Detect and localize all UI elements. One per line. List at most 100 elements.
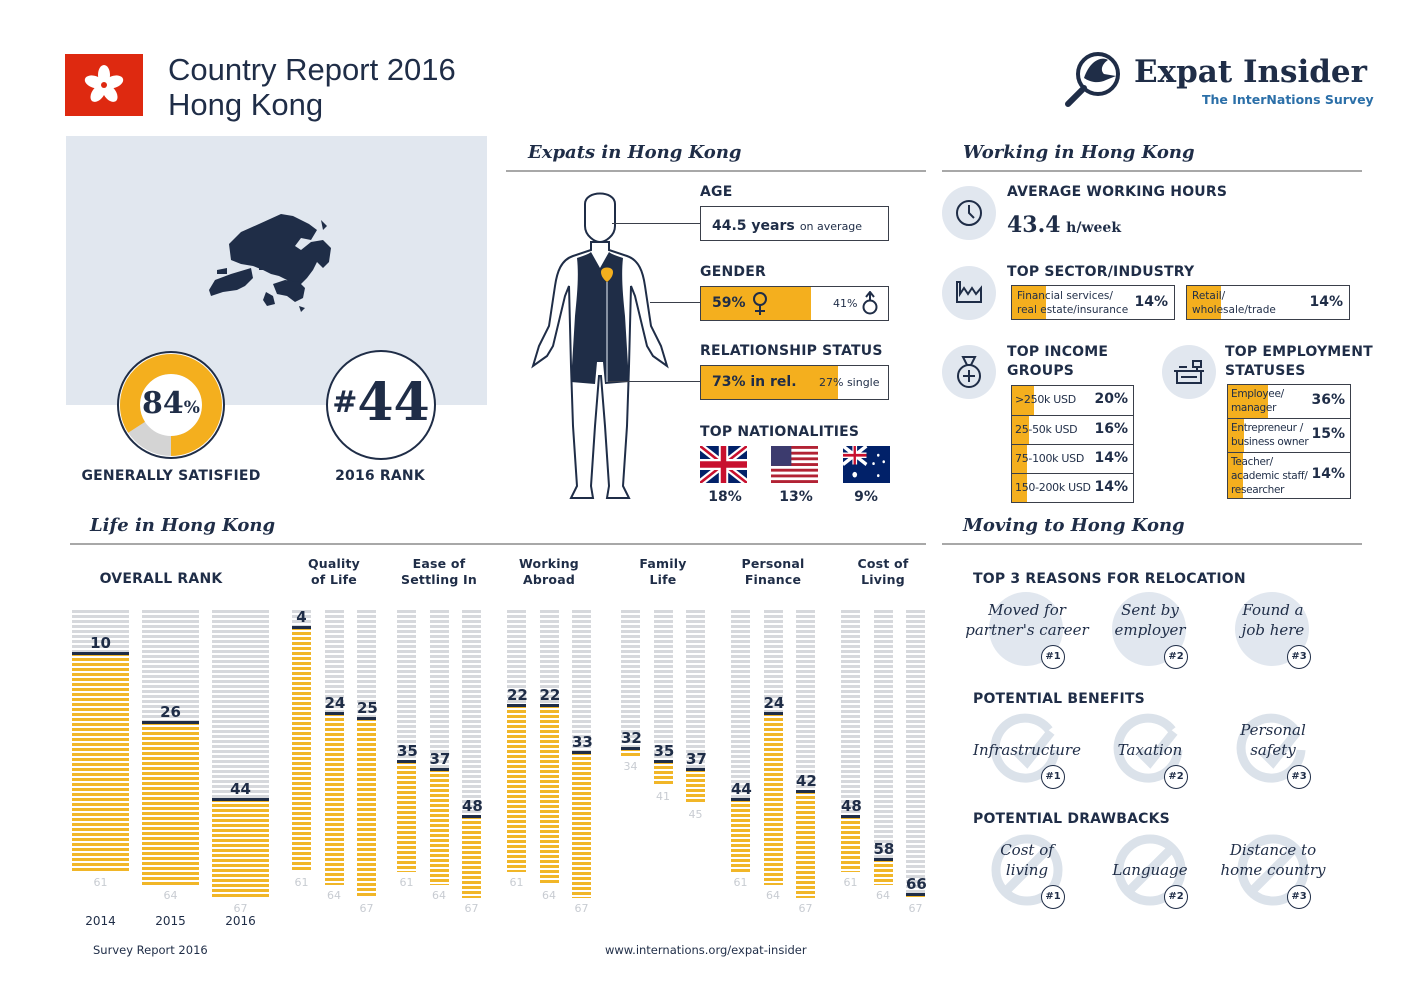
clock-icon — [956, 200, 982, 226]
employment-fill — [1228, 419, 1245, 452]
logo-title: Expat Insider — [1134, 54, 1367, 90]
rank-marker — [841, 815, 860, 819]
employment-name-line: researcher — [1231, 484, 1285, 496]
year-label: 2014 — [85, 914, 116, 928]
rank-marker — [653, 759, 673, 763]
rank-bar: 22 64 — [539, 610, 560, 902]
rank-bar-background — [397, 610, 416, 761]
moving-heading: Moving to Hong Kong — [963, 515, 1185, 536]
benefits-label: POTENTIAL BENEFITS — [973, 691, 1145, 707]
rank-marker — [572, 750, 591, 754]
income-name: 150-200k USD — [1015, 481, 1091, 494]
age-box: 44.5 years on average — [700, 206, 889, 241]
sector-financial: Financial services/ real estate/insuranc… — [1011, 285, 1175, 320]
income-pct: 20% — [1094, 391, 1128, 407]
rank-bar-fill — [572, 751, 591, 899]
text-line: Found a — [1242, 601, 1304, 619]
rank-value-label: 58 — [873, 840, 895, 859]
rank-value-label: 10 — [90, 634, 111, 652]
category-label: Family Life — [609, 556, 717, 588]
employment-name: Teacher/academic staff/researcher — [1231, 455, 1308, 497]
rank-marker — [72, 652, 129, 655]
employment-row: Employee/manager 36% — [1228, 385, 1350, 418]
rank-bar-fill — [429, 769, 449, 886]
rank-badge: #3 — [1287, 645, 1311, 669]
text-line: Moved for — [988, 601, 1066, 619]
satisfied-value: 84 — [142, 386, 184, 421]
factory-icon-bg — [942, 266, 996, 320]
income-pct: 14% — [1094, 479, 1128, 495]
rank-bar-fill — [621, 747, 640, 757]
income-row: >250k USD 20% — [1012, 386, 1133, 415]
uk-flag-icon — [700, 446, 747, 483]
sector-pct: 14% — [1309, 294, 1343, 310]
money-bag-icon — [957, 356, 981, 388]
life-heading: Life in Hong Kong — [90, 515, 276, 536]
rank-bar-fill — [653, 760, 673, 787]
rank-bar-fill — [841, 816, 860, 873]
rank-marker — [621, 746, 640, 750]
income-table: >250k USD 20% 25-50k USD 16% 75-100k USD 14% 1… — [1011, 385, 1134, 503]
rank-total-label: 64 — [432, 889, 446, 903]
desk-icon-bg — [1162, 345, 1216, 399]
rank-marker — [429, 768, 449, 772]
rank-bar-background — [796, 610, 815, 791]
rank-value-label: 48 — [462, 797, 483, 816]
magnifier-bird-icon — [1065, 52, 1120, 107]
rank-bar-background — [621, 610, 640, 748]
nationalities-label: TOP NATIONALITIES — [700, 424, 860, 440]
rank-bar: 24 64 — [763, 610, 784, 902]
country-name: Hong Kong — [168, 87, 324, 122]
employment-name-line: business owner — [1231, 436, 1309, 448]
person-figure — [531, 192, 669, 499]
rank-badge: #2 — [1164, 885, 1188, 909]
rank-bar-background — [292, 610, 311, 628]
rank-badge: #1 — [1041, 885, 1065, 909]
sector-retail: Retail/ wholesale/trade 14% — [1186, 285, 1350, 320]
text-line: employer — [1114, 621, 1186, 639]
rank-bar-fill — [686, 769, 705, 804]
rank-badge: #1 — [1041, 765, 1065, 789]
nationality-pct-us: 13% — [779, 489, 813, 505]
rank-value-label: 24 — [324, 694, 346, 713]
ban-icon — [1114, 834, 1186, 906]
drawback-item — [1235, 832, 1311, 908]
rank-total-label: 61 — [399, 876, 414, 890]
hours-value-row: 43.4 h/week — [1007, 212, 1121, 238]
sector-fill — [1187, 286, 1222, 319]
overall-rank-label: OVERALL RANK — [99, 571, 223, 587]
rank-total-label: 67 — [359, 902, 374, 916]
rank-total-label: 67 — [798, 902, 813, 916]
footer-left: Survey Report 2016 — [93, 943, 208, 957]
divider — [70, 543, 926, 545]
rank-badge: #2 — [1164, 765, 1188, 789]
rank-bar-fill — [72, 653, 129, 873]
income-pct: 16% — [1094, 421, 1128, 437]
rank-bar: 25 67 — [357, 610, 378, 915]
rank-marker — [686, 768, 705, 772]
rank-bar: 37 64 — [429, 610, 450, 902]
rank-bar-background — [731, 610, 750, 800]
rank-marker — [731, 798, 750, 802]
rank-bar-fill — [397, 760, 416, 873]
rank-total-label: 64 — [542, 889, 556, 903]
employment-name-line: Employee/ — [1231, 388, 1284, 400]
rank-total-label: 61 — [509, 876, 524, 890]
rank-bar-fill — [796, 790, 815, 899]
desk-icon — [1174, 360, 1204, 384]
rank-bar-background — [142, 610, 199, 722]
nationality-pct-au: 9% — [854, 489, 878, 505]
rank-value-label: 66 — [906, 874, 927, 893]
rank-bar: 48 67 — [462, 610, 483, 915]
nationality-pct-uk: 18% — [708, 489, 742, 505]
footer-url[interactable]: www.internations.org/expat-insider — [605, 943, 807, 957]
text-line: partner's career — [965, 621, 1089, 639]
rank-bar-fill — [763, 713, 783, 886]
employment-fill — [1228, 453, 1244, 498]
sector-name-line1: Financial services/ — [1017, 290, 1113, 302]
category-label-line1: Cost of — [857, 556, 909, 571]
australia-flag-icon — [843, 446, 890, 483]
employment-row: Teacher/academic staff/researcher 14% — [1228, 452, 1350, 498]
rank-bar-fill — [357, 717, 376, 899]
income-row: 25-50k USD 16% — [1012, 415, 1133, 444]
